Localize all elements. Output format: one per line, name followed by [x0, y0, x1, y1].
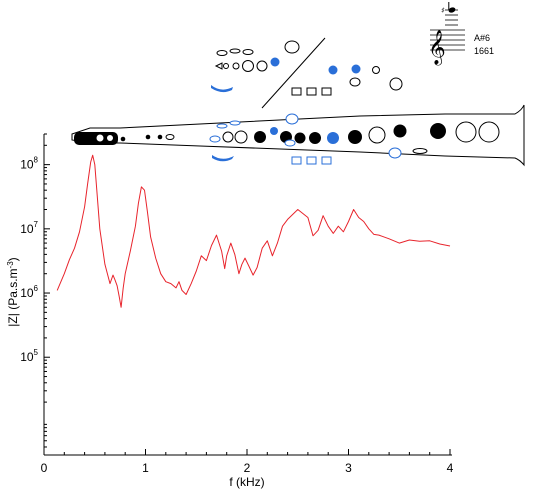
y-axis-title: |Z| (Pa.s.m-3) — [6, 257, 21, 326]
tone-hole-blue — [270, 57, 280, 67]
key-outline — [349, 77, 361, 87]
key-outline — [216, 123, 228, 129]
clarinet-fingering-diagram — [71, 37, 525, 167]
small-hole — [145, 134, 151, 140]
key-outline — [284, 139, 296, 147]
key-rect — [306, 87, 317, 96]
tone-hole-open — [478, 121, 500, 143]
tone-hole-open — [455, 121, 477, 143]
key-circle — [372, 66, 380, 74]
tone-hole-closed — [348, 130, 362, 144]
key-circle — [389, 77, 403, 91]
key-outline — [209, 135, 221, 143]
x-tick-label: 4 — [447, 461, 454, 475]
key-rect-blue — [306, 156, 317, 165]
key-rect-blue — [291, 156, 302, 165]
key-rect — [321, 87, 332, 96]
x-axis-title: f (kHz) — [229, 475, 264, 489]
key-outline — [229, 120, 241, 126]
tone-hole-blue — [327, 132, 339, 144]
axis-ticks — [43, 133, 451, 456]
tone-hole-closed — [254, 131, 266, 143]
key-outline — [229, 48, 241, 54]
note-frequency: 1661 — [474, 46, 494, 56]
register-hole — [96, 134, 104, 142]
note-name: A#6 — [474, 33, 490, 43]
y-tick-label: 108 — [20, 156, 38, 172]
x-tick-label: 0 — [41, 461, 48, 475]
key-circle — [232, 62, 240, 70]
tone-hole-blue — [270, 127, 278, 135]
key-rect-blue — [321, 156, 332, 165]
treble-clef-icon: 𝄞 — [428, 30, 446, 66]
y-tick-label: 107 — [20, 220, 38, 236]
key-rect — [291, 87, 302, 96]
tone-hole-blue — [328, 65, 338, 75]
key-triangle — [214, 62, 223, 70]
tone-hole-open — [368, 126, 386, 144]
key-circle — [256, 60, 268, 72]
tone-hole-blue — [351, 64, 361, 74]
blue-lever — [212, 155, 234, 162]
tone-hole-closed — [294, 132, 306, 144]
tone-hole-closed — [430, 123, 446, 139]
note-head — [448, 7, 456, 13]
key-outline — [242, 49, 254, 55]
y-tick-label: 105 — [20, 348, 38, 364]
tone-hole-open — [234, 130, 248, 144]
impedance-series-line — [56, 154, 451, 308]
small-hole — [120, 136, 126, 142]
note-staff: 𝄞 ♯ A#6 1661 — [428, 2, 494, 66]
blue-lever — [211, 85, 233, 93]
mouthpiece — [74, 132, 118, 145]
key-outline — [216, 50, 228, 56]
x-tick-label: 1 — [142, 461, 149, 475]
thumb-hole — [107, 135, 113, 141]
small-hole — [157, 134, 163, 140]
axis-tick-labels: 0 1 2 3 4 105 106 107 108 — [20, 156, 453, 475]
tone-hole-open — [222, 131, 234, 143]
sharp-icon: ♯ — [441, 6, 445, 15]
key-outline — [388, 147, 402, 159]
key-outline — [284, 40, 300, 54]
x-tick-label: 2 — [244, 461, 251, 475]
tone-hole-closed — [393, 124, 407, 138]
key-circle — [242, 60, 254, 72]
key-outline — [285, 113, 299, 125]
divider-line — [261, 37, 326, 109]
series-group — [56, 154, 451, 308]
key-circle — [223, 63, 229, 69]
tone-hole-closed — [309, 132, 321, 144]
key-outline — [165, 134, 175, 140]
key-outline — [412, 148, 428, 154]
y-axis-title-close: ) — [6, 257, 20, 261]
x-tick-label: 3 — [345, 461, 352, 475]
y-axis-title-exponent: -3 — [6, 261, 15, 269]
y-axis-title-main: |Z| (Pa.s.m — [6, 268, 20, 326]
plot-axes — [43, 134, 452, 456]
y-tick-label: 106 — [20, 284, 38, 300]
